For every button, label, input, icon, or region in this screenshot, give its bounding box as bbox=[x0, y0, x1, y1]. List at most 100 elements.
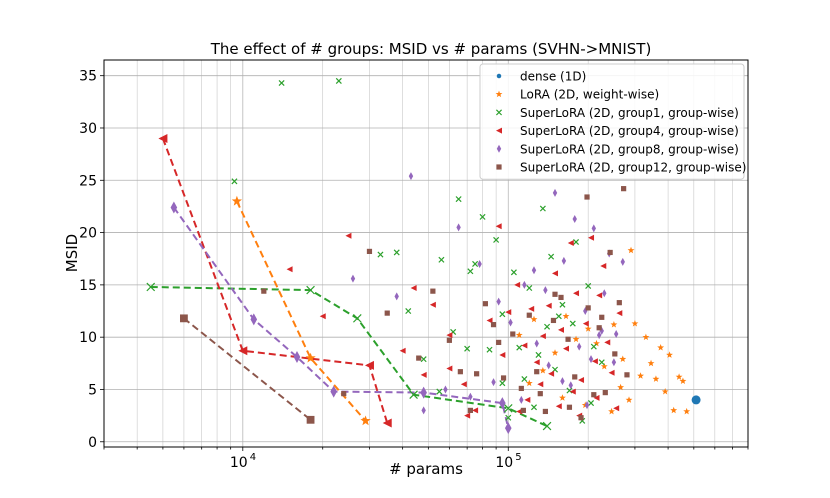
series-2-point bbox=[521, 375, 528, 383]
series-4-point bbox=[394, 292, 399, 301]
series-3-point bbox=[429, 301, 436, 308]
series-1-point bbox=[647, 359, 655, 367]
series-5-point bbox=[482, 301, 488, 307]
series-2-point bbox=[530, 404, 538, 411]
series-3-point bbox=[524, 396, 531, 403]
series-2-point bbox=[505, 414, 512, 421]
series-5-point bbox=[591, 392, 597, 398]
series-3-point bbox=[410, 285, 417, 292]
legend-marker bbox=[495, 109, 503, 116]
series-5-point bbox=[566, 404, 573, 410]
series-3-point bbox=[319, 313, 326, 320]
series-3-line-point bbox=[158, 133, 168, 143]
series-4-point bbox=[584, 401, 590, 410]
series-2-point bbox=[479, 213, 486, 220]
series-3-point bbox=[588, 234, 595, 241]
series-3-point bbox=[446, 332, 453, 339]
series-4-point bbox=[443, 385, 448, 394]
series-4-line-point bbox=[293, 351, 301, 364]
y-tick-label: 15 bbox=[79, 278, 97, 294]
series-5-point bbox=[341, 391, 347, 397]
series-3-point bbox=[545, 302, 552, 309]
series-3-point bbox=[345, 232, 352, 239]
x-tick-exponent: 4 bbox=[250, 452, 256, 463]
series-2-point bbox=[377, 251, 384, 258]
series-5-trend-line bbox=[183, 317, 312, 421]
series-1-point bbox=[670, 406, 678, 414]
series-4-point bbox=[468, 392, 473, 401]
series-4-point bbox=[588, 355, 594, 364]
series-5-point bbox=[578, 415, 584, 421]
series-1-point bbox=[539, 367, 547, 374]
series-0-point bbox=[691, 395, 701, 405]
series-4-line-point bbox=[330, 385, 338, 398]
series-2-point bbox=[335, 77, 342, 84]
series-4-point bbox=[596, 331, 602, 340]
series-3-point bbox=[548, 370, 555, 377]
series-5-point bbox=[552, 291, 558, 297]
series-3-point bbox=[569, 388, 576, 395]
series-4-point bbox=[546, 361, 551, 370]
legend-entry: SuperLoRA (2D, group4, group-wise) bbox=[520, 124, 739, 138]
series-3-line-point bbox=[238, 346, 248, 356]
series-points bbox=[146, 77, 701, 435]
series-2-point bbox=[499, 380, 506, 387]
series-4-point bbox=[508, 318, 513, 327]
series-2-point bbox=[555, 313, 562, 320]
series-5-point bbox=[490, 322, 497, 328]
series-1-point bbox=[637, 372, 644, 379]
x-tick-exponent: 5 bbox=[515, 452, 521, 463]
series-1-trend-line bbox=[235, 200, 367, 422]
series-3-point bbox=[537, 381, 544, 388]
series-2-point bbox=[464, 345, 471, 352]
series-2-line-point bbox=[542, 421, 552, 431]
series-2-line-point bbox=[352, 314, 362, 323]
series-1-point bbox=[675, 373, 683, 380]
series-2-point bbox=[548, 253, 555, 260]
series-2-point bbox=[598, 359, 605, 366]
series-5-point bbox=[599, 314, 605, 320]
series-2-point bbox=[559, 301, 566, 308]
series-2-point bbox=[569, 320, 576, 327]
series-3-point bbox=[464, 412, 471, 419]
series-3-point bbox=[286, 266, 293, 273]
plot-frame bbox=[103, 59, 749, 448]
series-1-line-point bbox=[231, 195, 243, 206]
series-4-point bbox=[602, 289, 607, 298]
series-1-point bbox=[608, 407, 615, 415]
series-3-point bbox=[420, 371, 427, 378]
series-3-point bbox=[582, 320, 589, 327]
series-5-point bbox=[558, 294, 564, 301]
series-5-point bbox=[430, 288, 436, 294]
series-5-point bbox=[500, 375, 507, 381]
series-1-point bbox=[572, 335, 580, 343]
series-5-point bbox=[537, 391, 543, 397]
series-5-point bbox=[542, 408, 548, 415]
series-4-line-point bbox=[420, 386, 427, 399]
series-2-point bbox=[590, 343, 597, 350]
y-tick-label: 35 bbox=[79, 69, 97, 85]
series-3-point bbox=[505, 309, 512, 316]
series-5-point bbox=[621, 186, 627, 192]
series-1-point bbox=[657, 344, 665, 351]
series-2-point bbox=[455, 196, 462, 203]
series-3-point bbox=[539, 333, 546, 340]
series-4-line-point bbox=[504, 422, 512, 435]
series-3-point bbox=[446, 365, 453, 372]
series-3-point bbox=[521, 342, 528, 349]
series-3-point bbox=[399, 347, 406, 354]
legend-marker bbox=[495, 90, 503, 98]
series-3-point bbox=[472, 407, 479, 414]
series-4-point bbox=[456, 223, 461, 232]
series-4-point bbox=[350, 274, 356, 283]
series-4-line-point bbox=[170, 201, 178, 214]
series-4-point bbox=[552, 188, 558, 197]
series-2-point bbox=[516, 344, 523, 351]
series-5-point bbox=[467, 407, 473, 413]
series-4-point bbox=[599, 326, 604, 335]
series-3-point bbox=[499, 351, 506, 358]
series-4-point bbox=[591, 224, 597, 233]
series-1-point bbox=[683, 407, 691, 415]
series-3-point bbox=[593, 394, 600, 401]
series-3-point bbox=[555, 403, 562, 410]
